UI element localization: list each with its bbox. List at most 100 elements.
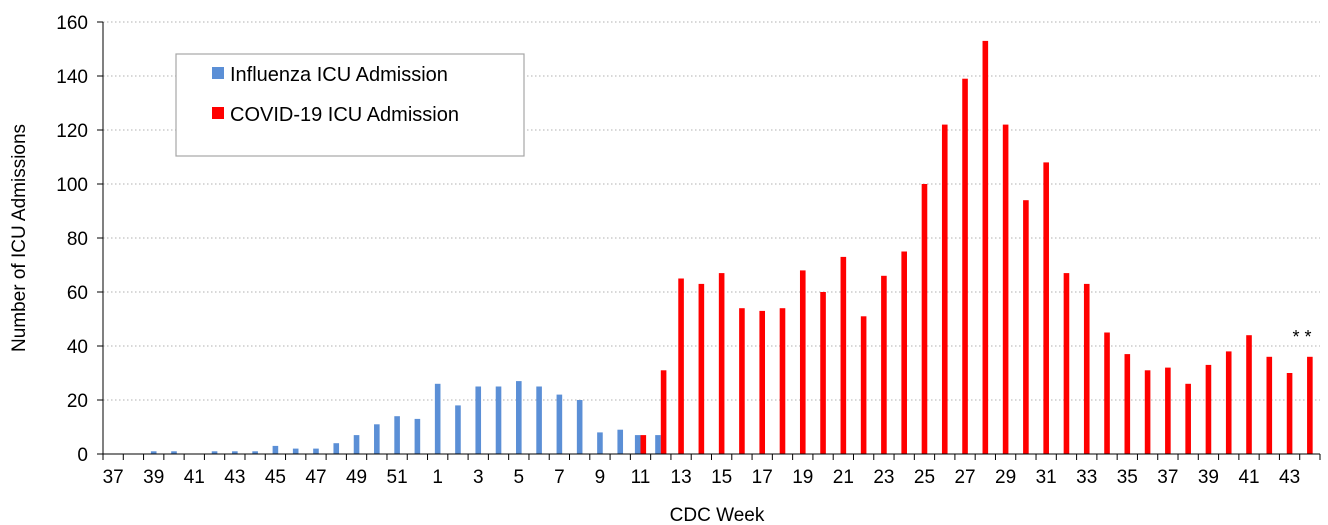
- x-tick-label: 39: [143, 467, 164, 488]
- bar-influenza: [374, 424, 380, 454]
- x-tick-label: 5: [514, 467, 525, 488]
- axes: [97, 21, 1321, 460]
- bar-influenza: [597, 432, 603, 454]
- bar-covid: [1023, 200, 1029, 454]
- bar-influenza: [475, 386, 482, 454]
- bar-influenza: [414, 418, 421, 454]
- x-tick-label: 13: [671, 467, 692, 488]
- bar-covid: [660, 370, 667, 454]
- x-tick-label: 1: [432, 467, 443, 488]
- footnote-asterisks: * *: [1292, 327, 1311, 347]
- bar-influenza: [232, 451, 238, 454]
- y-tick-label: 80: [67, 229, 88, 250]
- y-tick-label: 100: [56, 175, 88, 196]
- bars: [150, 40, 1313, 455]
- bar-covid: [1104, 332, 1110, 454]
- bar-covid: [1225, 351, 1232, 454]
- x-tick-label: 41: [184, 467, 205, 488]
- bar-covid: [1165, 367, 1171, 454]
- legend-label-influenza: Influenza ICU Admission: [230, 64, 448, 86]
- bar-influenza: [211, 451, 218, 454]
- gridlines: [103, 21, 1320, 401]
- y-tick-label: 160: [56, 13, 88, 34]
- bar-influenza: [171, 451, 177, 454]
- x-tick-label: 43: [224, 467, 245, 488]
- legend-swatch-covid: [212, 107, 224, 119]
- bar-covid: [739, 308, 745, 454]
- bar-covid: [1205, 364, 1212, 454]
- x-tick-label: 25: [914, 467, 935, 488]
- bar-influenza: [353, 435, 360, 454]
- x-tick-label: 37: [1157, 467, 1178, 488]
- bar-covid: [1286, 373, 1293, 454]
- bar-covid: [640, 435, 647, 454]
- x-tick-label: 23: [873, 467, 894, 488]
- x-tick-label: 19: [792, 467, 813, 488]
- bar-covid: [860, 316, 867, 454]
- x-tick-label: 11: [631, 467, 651, 488]
- bar-influenza: [394, 416, 400, 454]
- bar-covid: [820, 292, 826, 454]
- bar-covid: [1043, 162, 1049, 454]
- x-tick-label: 15: [711, 467, 732, 488]
- bar-influenza: [313, 448, 319, 454]
- legend-box: [175, 53, 525, 157]
- y-tick-label: 40: [67, 337, 88, 358]
- bar-covid: [1246, 335, 1252, 454]
- bar-covid: [1083, 283, 1090, 454]
- y-tick-label: 20: [67, 391, 88, 412]
- bar-influenza: [455, 405, 461, 454]
- bar-covid: [799, 270, 806, 454]
- y-tick-label: 120: [56, 121, 88, 142]
- bar-covid: [1144, 370, 1151, 454]
- x-axis-title: CDC Week: [670, 505, 765, 525]
- x-tick-label: 41: [1238, 467, 1259, 488]
- bar-covid: [840, 256, 847, 454]
- bar-influenza: [617, 429, 624, 454]
- x-tick-labels: 37 39 41 43 45 47 49 51 1 3 5 7 9 11 13 15 17 19 21 23 25 27 2…: [103, 467, 1301, 488]
- bar-influenza: [536, 386, 542, 454]
- x-tick-label: 7: [554, 467, 565, 488]
- bar-covid: [718, 273, 725, 454]
- y-tick-label: 140: [56, 67, 88, 88]
- x-tick-label: 49: [346, 467, 367, 488]
- x-tick-label: 33: [1076, 467, 1097, 488]
- x-tick-label: 3: [473, 467, 484, 488]
- x-tick-label: 29: [995, 467, 1016, 488]
- bar-covid: [962, 78, 968, 454]
- x-tick-label: 51: [387, 467, 408, 488]
- bar-influenza: [333, 443, 340, 454]
- x-tick-label: 27: [954, 467, 975, 488]
- bar-influenza: [655, 435, 661, 454]
- y-tick-label: 60: [67, 283, 88, 304]
- y-axis-title: Number of ICU Admissions: [9, 124, 30, 352]
- bar-covid: [779, 308, 786, 454]
- x-tick-label: 35: [1117, 467, 1138, 488]
- legend-label-covid: COVID-19 ICU Admission: [230, 104, 459, 126]
- bar-covid: [759, 310, 766, 454]
- bar-influenza: [434, 383, 441, 454]
- bar-influenza: [252, 451, 258, 454]
- bar-influenza: [292, 448, 299, 454]
- bar-covid: [881, 275, 887, 454]
- bar-covid: [982, 40, 989, 455]
- bar-covid: [1185, 383, 1191, 454]
- bar-covid: [901, 251, 907, 454]
- x-tick-label: 39: [1198, 467, 1219, 488]
- x-tick-label: 37: [103, 467, 124, 488]
- bar-influenza: [272, 445, 279, 454]
- bar-covid: [921, 184, 928, 454]
- x-tick-label: 31: [1036, 467, 1057, 488]
- bar-covid: [698, 283, 705, 454]
- bar-covid: [678, 278, 684, 454]
- legend-swatch-influenza: [212, 67, 224, 79]
- bar-influenza: [556, 394, 563, 454]
- y-tick-labels: 0 20 40 60 80 100 120 140 160: [56, 13, 88, 466]
- x-tick-label: 43: [1279, 467, 1300, 488]
- bar-covid: [1307, 356, 1313, 454]
- bar-covid: [941, 124, 948, 454]
- bar-covid: [1266, 356, 1273, 454]
- x-tick-label: 47: [305, 467, 326, 488]
- x-tick-label: 9: [595, 467, 606, 488]
